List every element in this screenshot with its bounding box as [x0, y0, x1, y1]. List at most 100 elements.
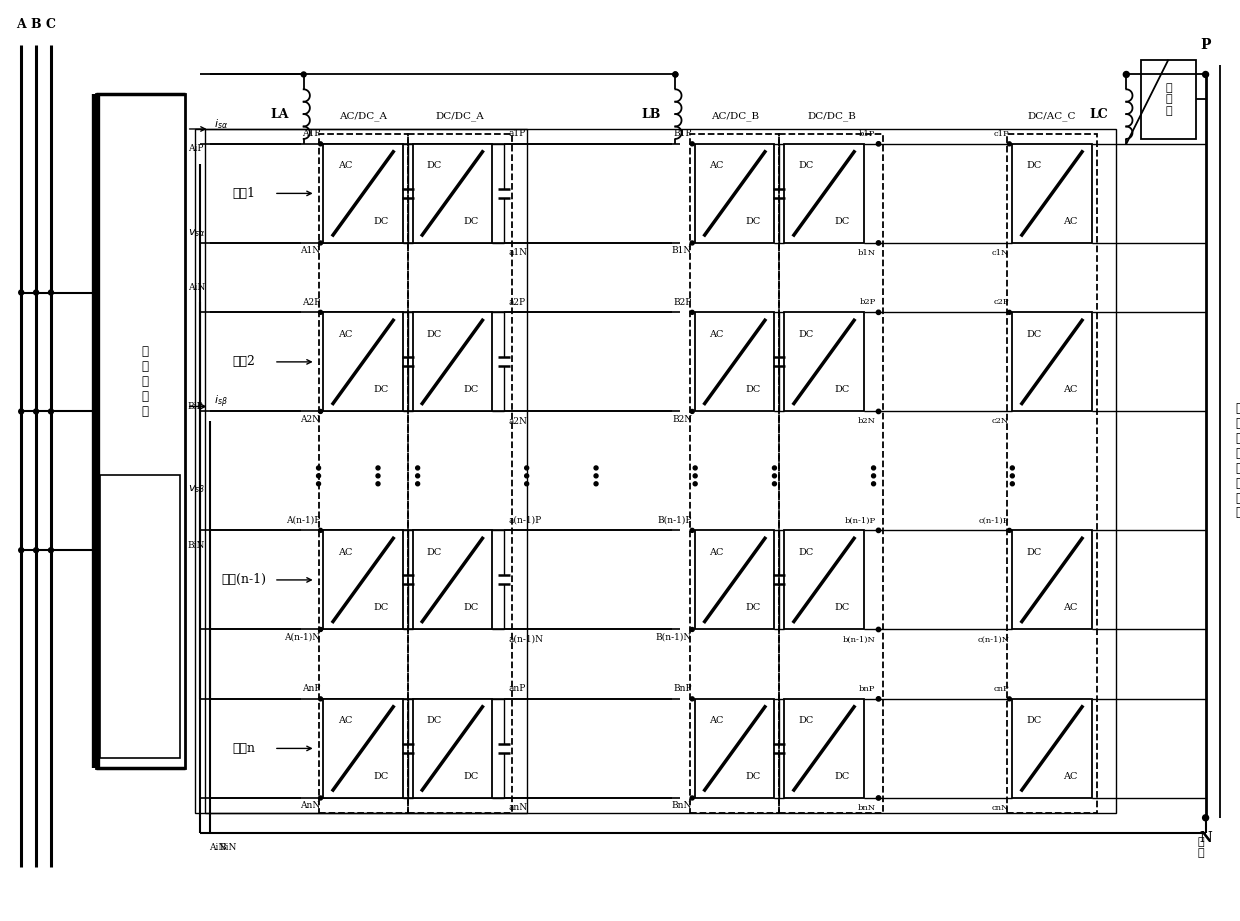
Text: c2P: c2P: [993, 298, 1009, 307]
Text: c1N: c1N: [992, 249, 1009, 257]
Circle shape: [693, 466, 697, 470]
Circle shape: [877, 409, 880, 414]
Text: DC: DC: [463, 772, 479, 781]
Text: A(n-1)P: A(n-1)P: [286, 516, 320, 525]
Bar: [691, 134, 780, 813]
Circle shape: [316, 474, 320, 478]
Text: c(n-1)P: c(n-1)P: [978, 517, 1009, 524]
Circle shape: [1007, 697, 1012, 701]
Text: $i_{s\beta}$: $i_{s\beta}$: [215, 393, 228, 410]
Bar: [1141, 60, 1195, 139]
Circle shape: [691, 529, 694, 532]
Text: B1P: B1P: [673, 130, 692, 138]
Text: DC: DC: [799, 717, 813, 725]
Circle shape: [594, 482, 598, 485]
Text: AC/DC_A: AC/DC_A: [340, 111, 387, 121]
Text: DC: DC: [463, 385, 479, 394]
Circle shape: [773, 474, 776, 478]
Circle shape: [316, 482, 320, 485]
Text: DC: DC: [373, 772, 389, 781]
Bar: [696, 144, 775, 243]
Text: AC: AC: [709, 161, 724, 170]
Text: bnP: bnP: [859, 685, 875, 693]
Circle shape: [877, 310, 880, 314]
Text: C: C: [46, 18, 56, 31]
Bar: [1007, 134, 1096, 813]
Circle shape: [877, 142, 880, 146]
Circle shape: [693, 482, 697, 485]
Circle shape: [1011, 474, 1014, 478]
Text: DC: DC: [745, 216, 760, 226]
Circle shape: [872, 474, 875, 478]
Circle shape: [316, 466, 320, 470]
Circle shape: [691, 627, 694, 632]
Text: A: A: [16, 18, 26, 31]
Circle shape: [673, 72, 678, 77]
Text: b2N: b2N: [858, 417, 875, 426]
Circle shape: [773, 482, 776, 485]
Bar: [324, 144, 403, 243]
Text: DC: DC: [799, 161, 813, 170]
Text: AC/DC_B: AC/DC_B: [711, 111, 759, 121]
Bar: [413, 530, 492, 629]
Circle shape: [1011, 482, 1014, 485]
Text: DC: DC: [427, 330, 441, 339]
Text: AC: AC: [337, 548, 352, 556]
Circle shape: [1007, 310, 1012, 314]
Text: B(n-1)N: B(n-1)N: [656, 633, 692, 642]
Text: BnP: BnP: [673, 684, 692, 694]
Circle shape: [1007, 529, 1012, 532]
Bar: [324, 530, 403, 629]
Text: DC/AC_C: DC/AC_C: [1028, 111, 1076, 121]
Text: DC/DC_B: DC/DC_B: [807, 111, 856, 121]
Circle shape: [319, 241, 322, 245]
Circle shape: [877, 696, 880, 701]
Text: b1N: b1N: [857, 249, 875, 257]
Text: B1N: B1N: [672, 247, 692, 255]
Text: c1P: c1P: [993, 130, 1009, 138]
Circle shape: [319, 310, 322, 314]
Text: AC: AC: [1063, 603, 1078, 612]
Bar: [1012, 530, 1091, 629]
Text: BnN: BnN: [672, 801, 692, 810]
Text: b2P: b2P: [859, 298, 875, 307]
Text: AC: AC: [709, 548, 724, 556]
Text: 单
相
牵
引
供
电
网
络: 单 相 牵 引 供 电 网 络: [1235, 402, 1240, 519]
Text: DC: DC: [799, 330, 813, 339]
Text: b(n-1)N: b(n-1)N: [843, 635, 875, 644]
Circle shape: [525, 474, 528, 478]
Text: DC: DC: [1027, 717, 1042, 725]
Text: DC: DC: [427, 161, 441, 170]
Circle shape: [1123, 72, 1130, 77]
Circle shape: [691, 410, 694, 414]
Bar: [324, 699, 403, 798]
Circle shape: [525, 466, 528, 470]
Bar: [785, 699, 863, 798]
Text: b1P: b1P: [859, 130, 875, 138]
Circle shape: [877, 627, 880, 632]
Bar: [785, 530, 863, 629]
Circle shape: [319, 627, 322, 632]
Text: A2N: A2N: [300, 414, 320, 424]
Text: $v_{s\alpha}$: $v_{s\alpha}$: [187, 227, 206, 239]
Text: DC: DC: [463, 603, 479, 612]
Text: DC: DC: [373, 216, 389, 226]
Text: BiP: BiP: [187, 402, 203, 411]
Text: 牵
引
变
压
器: 牵 引 变 压 器: [141, 345, 149, 418]
Circle shape: [691, 241, 694, 245]
Text: AiN: AiN: [187, 283, 205, 292]
Bar: [1012, 144, 1091, 243]
Circle shape: [691, 697, 694, 701]
Text: LB: LB: [641, 108, 661, 121]
Text: DC: DC: [1027, 330, 1042, 339]
Bar: [408, 134, 512, 813]
Text: AC: AC: [1063, 385, 1078, 394]
Bar: [785, 312, 863, 412]
Text: 模块1: 模块1: [233, 187, 255, 200]
Text: A(n-1)N: A(n-1)N: [284, 633, 320, 642]
Text: DC/DC_A: DC/DC_A: [435, 111, 484, 121]
Text: DC: DC: [745, 603, 760, 612]
Bar: [100, 475, 180, 758]
Bar: [696, 699, 775, 798]
Text: AC: AC: [337, 717, 352, 725]
